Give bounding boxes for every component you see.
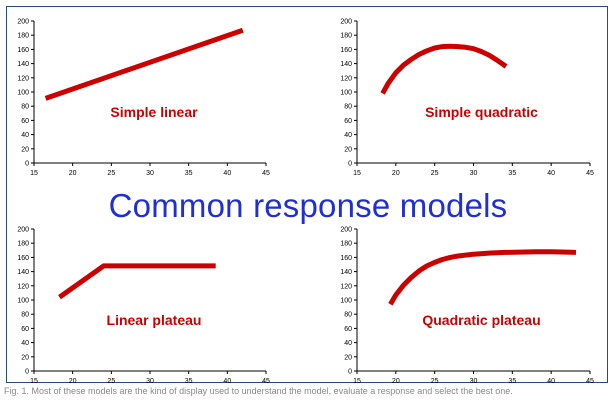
x-tick-label: 30	[470, 378, 478, 384]
y-tick-label: 140	[17, 61, 29, 68]
x-tick-label: 25	[431, 170, 439, 177]
y-tick-label: 180	[340, 241, 352, 248]
y-tick-label: 40	[344, 132, 352, 139]
x-tick-label: 40	[223, 378, 231, 384]
panel-label-simple-linear: Simple linear	[110, 104, 198, 120]
y-tick-label: 80	[21, 104, 29, 111]
panel-label-simple-quadratic: Simple quadratic	[425, 104, 538, 120]
y-tick-label: 200	[17, 227, 29, 234]
chart-linear-plateau: 0 20 40 60 80 100 120 140 160 180 200 15 20 25 30 35 40 4…	[17, 227, 270, 385]
y-tick-label: 200	[340, 227, 352, 234]
x-tick-label: 40	[547, 378, 555, 384]
y-tick-label: 60	[344, 118, 352, 125]
y-tick-label: 100	[340, 298, 352, 305]
chart-simple-quadratic: 0 20 40 60 80 100 120 140 160 180 200 15 20 25 30 35 40 4…	[340, 19, 594, 178]
y-tick-label: 160	[17, 47, 29, 54]
y-tick-label: 160	[17, 255, 29, 262]
x-tick-label: 15	[30, 170, 38, 177]
x-tick-label: 20	[69, 378, 77, 384]
y-tick-label: 80	[344, 104, 352, 111]
x-tick-label: 35	[508, 378, 516, 384]
x-tick-label: 20	[392, 378, 400, 384]
y-tick-label: 20	[344, 354, 352, 361]
x-tick-label: 30	[146, 170, 154, 177]
y-tick-label: 60	[21, 326, 29, 333]
x-tick-label: 45	[262, 378, 270, 384]
x-tick-label: 20	[392, 170, 400, 177]
chart-simple-linear: 0 20 40 60 80 100 120 140 160 180 200 15 20 25 30 35 40 4…	[17, 19, 270, 178]
y-tick-label: 140	[340, 269, 352, 276]
x-tick-label: 35	[185, 170, 193, 177]
x-tick-label: 35	[508, 170, 516, 177]
y-tick-label: 100	[340, 90, 352, 97]
y-tick-label: 160	[340, 47, 352, 54]
x-tick-label: 45	[262, 170, 270, 177]
y-tick-label: 120	[340, 75, 352, 82]
y-tick-label: 40	[21, 340, 29, 347]
x-tick-label: 40	[223, 170, 231, 177]
y-tick-label: 80	[21, 312, 29, 319]
y-tick-label: 40	[21, 132, 29, 139]
series-line-linear-plateau	[58, 263, 216, 300]
x-tick-label: 40	[547, 170, 555, 177]
y-tick-label: 120	[17, 283, 29, 290]
x-tick-label: 20	[69, 170, 77, 177]
panel-label-linear-plateau: Linear plateau	[107, 312, 202, 328]
x-tick-label: 15	[353, 378, 361, 384]
x-tick-label: 15	[30, 378, 38, 384]
y-tick-label: 60	[21, 118, 29, 125]
x-tick-label: 25	[431, 378, 439, 384]
y-tick-label: 120	[17, 75, 29, 82]
y-tick-label: 160	[340, 255, 352, 262]
x-tick-label: 45	[586, 378, 594, 384]
series-line-quadratic-plateau	[388, 249, 577, 306]
y-tick-label: 0	[348, 161, 352, 168]
series-line-simple-quadratic	[380, 43, 508, 95]
y-tick-label: 120	[340, 283, 352, 290]
y-tick-label: 0	[25, 369, 29, 376]
y-tick-label: 0	[348, 369, 352, 376]
y-tick-label: 140	[340, 61, 352, 68]
x-tick-label: 25	[107, 170, 115, 177]
y-tick-label: 60	[344, 326, 352, 333]
x-tick-label: 30	[146, 378, 154, 384]
y-tick-label: 180	[17, 33, 29, 40]
y-tick-label: 200	[340, 19, 352, 26]
y-tick-label: 100	[17, 298, 29, 305]
chart-quadratic-plateau: 0 20 40 60 80 100 120 140 160 180 200 15 20 25 30 35 40 4…	[340, 227, 594, 385]
figure-frame: 0 20 40 60 80 100 120 140 160 180 200 15 20 25 30 35 40 4…	[6, 6, 608, 385]
x-tick-label: 35	[185, 378, 193, 384]
main-title: Common response models	[108, 187, 508, 224]
y-tick-label: 40	[344, 340, 352, 347]
y-tick-label: 200	[17, 19, 29, 26]
y-tick-label: 180	[17, 241, 29, 248]
x-tick-label: 15	[353, 170, 361, 177]
y-tick-label: 20	[21, 354, 29, 361]
series-line-simple-linear	[44, 27, 244, 101]
x-tick-label: 25	[107, 378, 115, 384]
y-tick-label: 80	[344, 312, 352, 319]
y-tick-label: 20	[21, 146, 29, 153]
y-tick-label: 100	[17, 90, 29, 97]
panel-label-quadratic-plateau: Quadratic plateau	[422, 312, 540, 328]
y-tick-label: 180	[340, 33, 352, 40]
figure-caption: Fig. 1. Most of these models are the kin…	[4, 386, 513, 396]
x-tick-label: 45	[586, 170, 594, 177]
y-tick-label: 20	[344, 146, 352, 153]
x-tick-label: 30	[470, 170, 478, 177]
y-tick-label: 140	[17, 269, 29, 276]
y-tick-label: 0	[25, 161, 29, 168]
